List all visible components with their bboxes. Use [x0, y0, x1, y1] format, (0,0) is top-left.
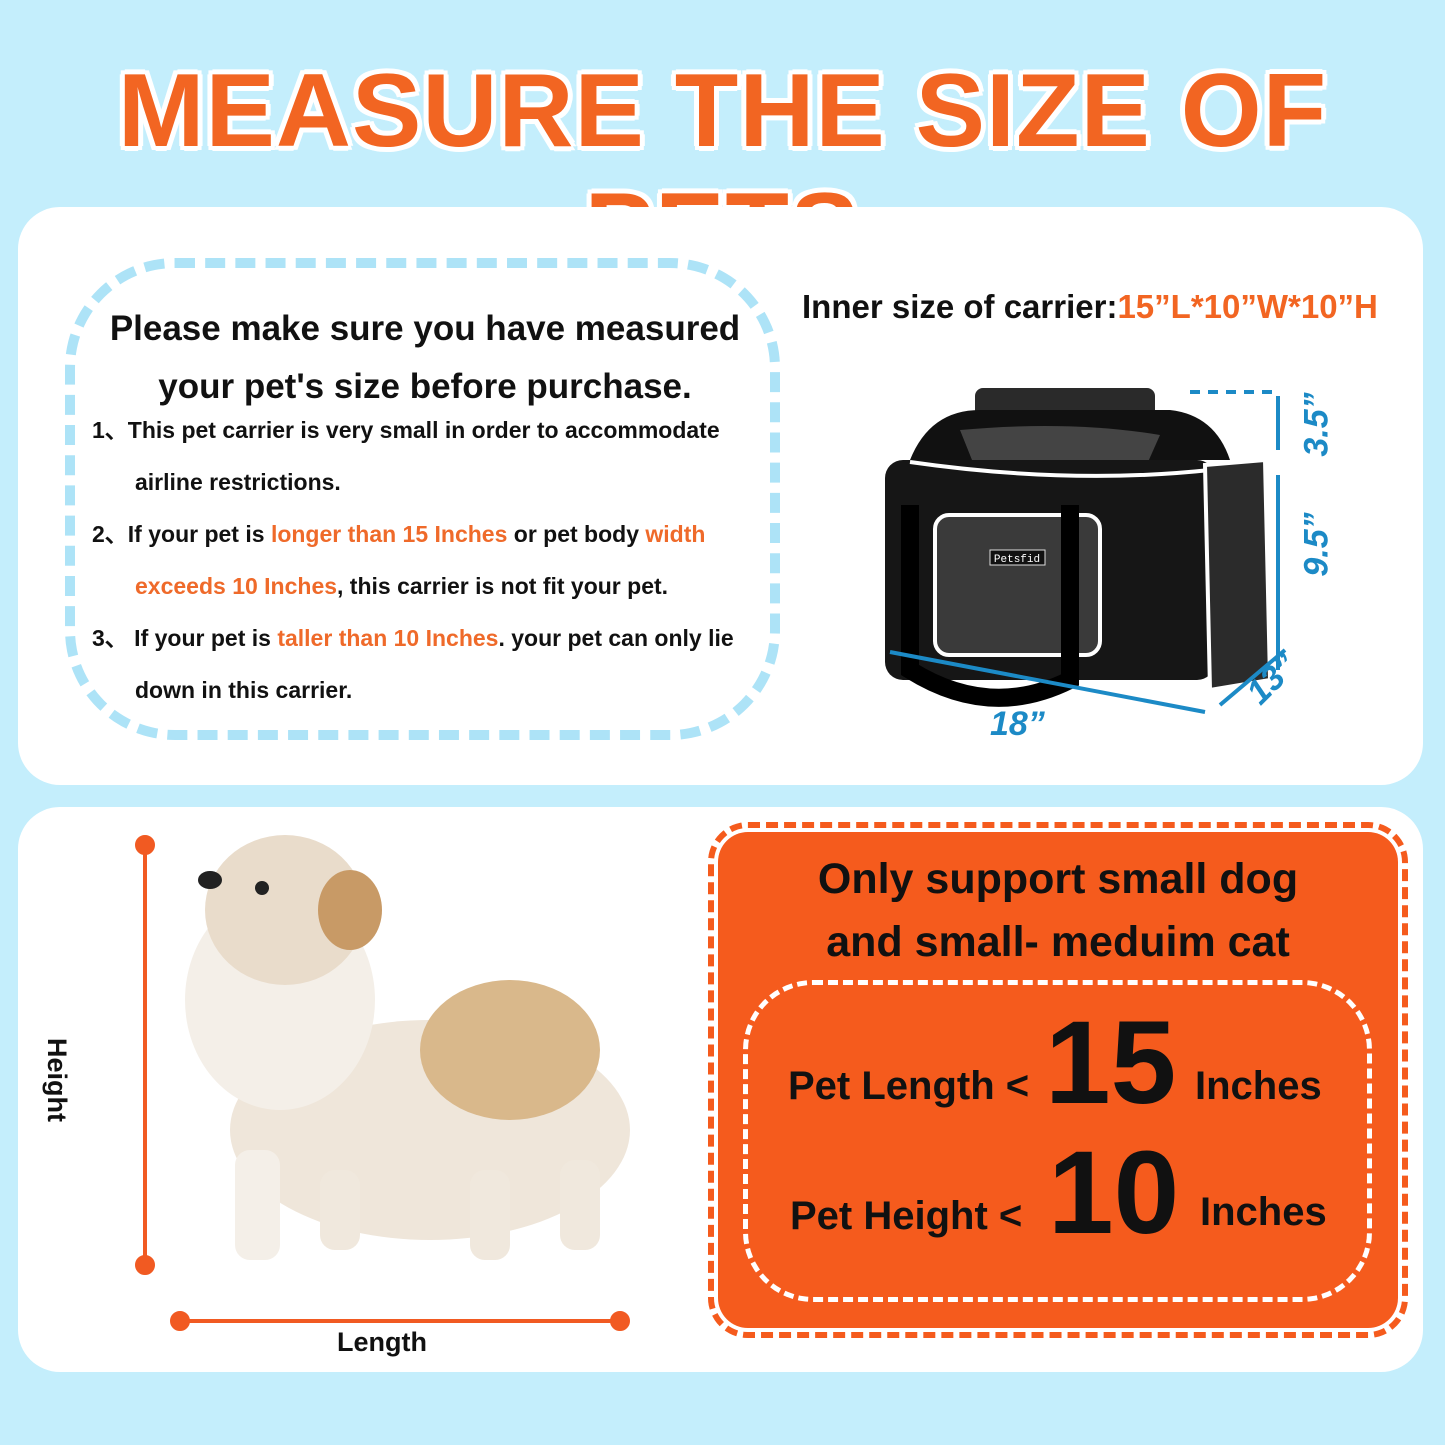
- notice-item-1: 1、This pet carrier is very small in orde…: [92, 417, 720, 495]
- pet-height-unit: Inches: [1200, 1190, 1327, 1234]
- notice-item-2: 2、If your pet is longer than 15 Inches o…: [92, 521, 706, 599]
- support-panel: [708, 822, 1408, 1338]
- notice-heading-line1: Please make sure you have measured: [109, 309, 741, 348]
- dim-top: 3.5”: [1297, 392, 1336, 457]
- dim-length: 18”: [990, 705, 1045, 743]
- dim-height: 9.5”: [1297, 512, 1336, 577]
- dog-image: [135, 835, 630, 1331]
- notice-dashed-box: [65, 258, 780, 740]
- pet-length-value: 15: [1045, 997, 1177, 1129]
- pet-length-unit: Inches: [1195, 1064, 1322, 1108]
- pet-length-label: Pet Length <: [788, 1064, 1030, 1108]
- pet-height-value: 10: [1048, 1127, 1180, 1259]
- notice-heading-line2: your pet's size before purchase.: [158, 367, 692, 406]
- height-label: Height: [42, 1038, 72, 1122]
- limits-dashed-box: [743, 980, 1372, 1302]
- notice-item-3: 3、 If your pet is taller than 10 Inches.…: [92, 625, 734, 703]
- length-label: Length: [337, 1327, 427, 1357]
- pet-height-label: Pet Height <: [790, 1194, 1023, 1238]
- notice-heading: Please make sure you have measured your …: [80, 300, 770, 416]
- brand-label: Petsfid: [994, 554, 1040, 566]
- pet-carrier-image: Petsfid: [885, 388, 1287, 714]
- support-heading: Only support small dog and small- meduim …: [817, 855, 1299, 966]
- inner-size-label: Inner size of carrier:15”L*10”W*10”H: [802, 288, 1378, 325]
